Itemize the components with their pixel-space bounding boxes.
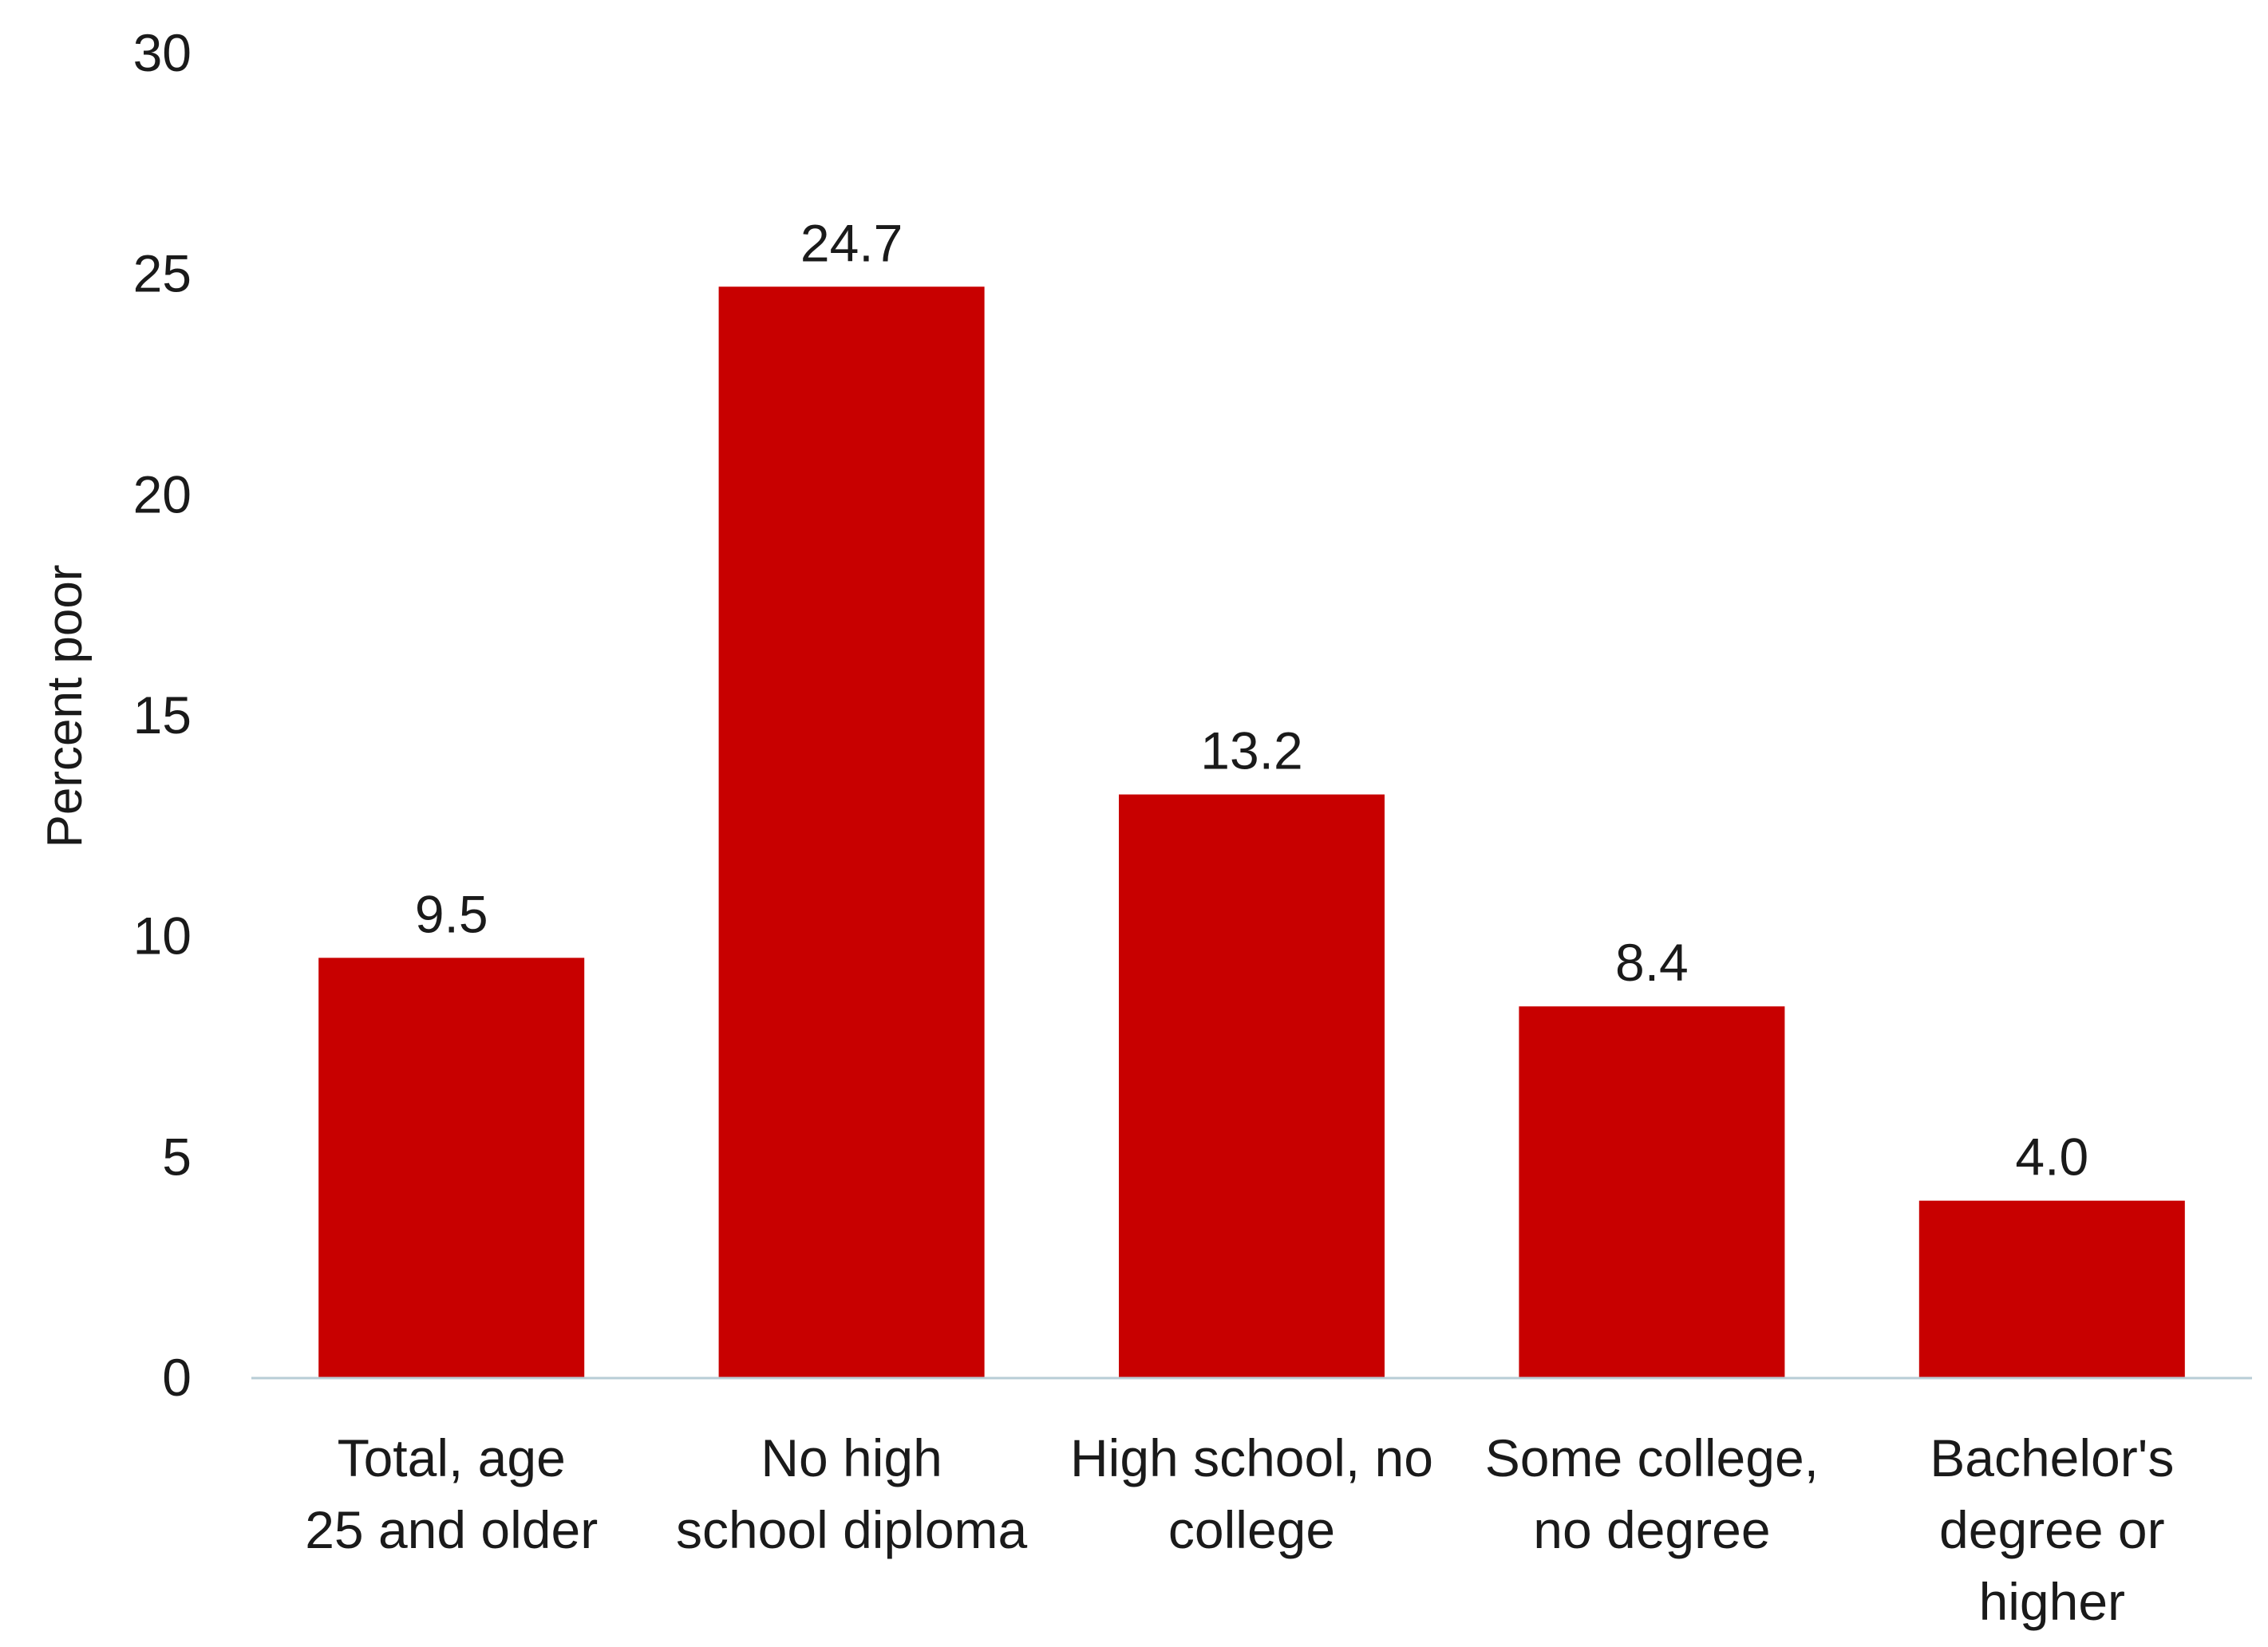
category-label: Total, age 25 and older	[305, 1428, 598, 1559]
category-label: Some college, no degree	[1485, 1428, 1819, 1559]
y-tick-label: 25	[133, 244, 192, 303]
bar	[1918, 1200, 2185, 1377]
y-axis-ticks: 0 5 10 15 20 25 30	[133, 23, 192, 1407]
bar	[1119, 794, 1385, 1377]
category-label-line: Bachelor's	[1930, 1428, 2174, 1487]
category-label: No high school diploma	[676, 1428, 1028, 1559]
y-tick-label: 10	[133, 906, 192, 966]
y-tick-label: 15	[133, 685, 192, 745]
category-label-line: High school, no	[1070, 1428, 1433, 1487]
category-label-line: school diploma	[676, 1500, 1028, 1559]
category-label-line: no degree	[1533, 1500, 1770, 1559]
bar	[1519, 1006, 1785, 1377]
bars	[318, 286, 2185, 1378]
y-axis-title: Percent poor	[38, 565, 93, 848]
y-tick-label: 5	[162, 1127, 192, 1186]
category-label-line: Some college,	[1485, 1428, 1819, 1487]
y-tick-label: 0	[162, 1348, 192, 1407]
category-label-line: college	[1168, 1500, 1335, 1559]
bar	[718, 286, 985, 1378]
category-label-line: Total, age	[338, 1428, 566, 1487]
category-label: Bachelor's degree or higher	[1930, 1428, 2174, 1631]
category-label-line: higher	[1979, 1572, 2125, 1631]
y-tick-label: 20	[133, 464, 192, 523]
y-tick-label: 30	[133, 23, 192, 82]
category-label-line: degree or	[1939, 1500, 2165, 1559]
category-labels: Total, age 25 and older No high school dipl…	[305, 1428, 2174, 1631]
data-labels: 9.5 24.7 13.2 8.4 4.0	[415, 213, 2088, 1186]
category-label: High school, no college	[1070, 1428, 1433, 1559]
data-label: 13.2	[1200, 721, 1302, 780]
data-label: 8.4	[1615, 933, 1689, 992]
category-label-line: 25 and older	[305, 1500, 598, 1559]
data-label: 24.7	[800, 213, 903, 272]
bar	[318, 958, 585, 1377]
data-label: 4.0	[2015, 1128, 2088, 1187]
category-label-line: No high	[761, 1428, 942, 1487]
data-label: 9.5	[415, 884, 488, 943]
